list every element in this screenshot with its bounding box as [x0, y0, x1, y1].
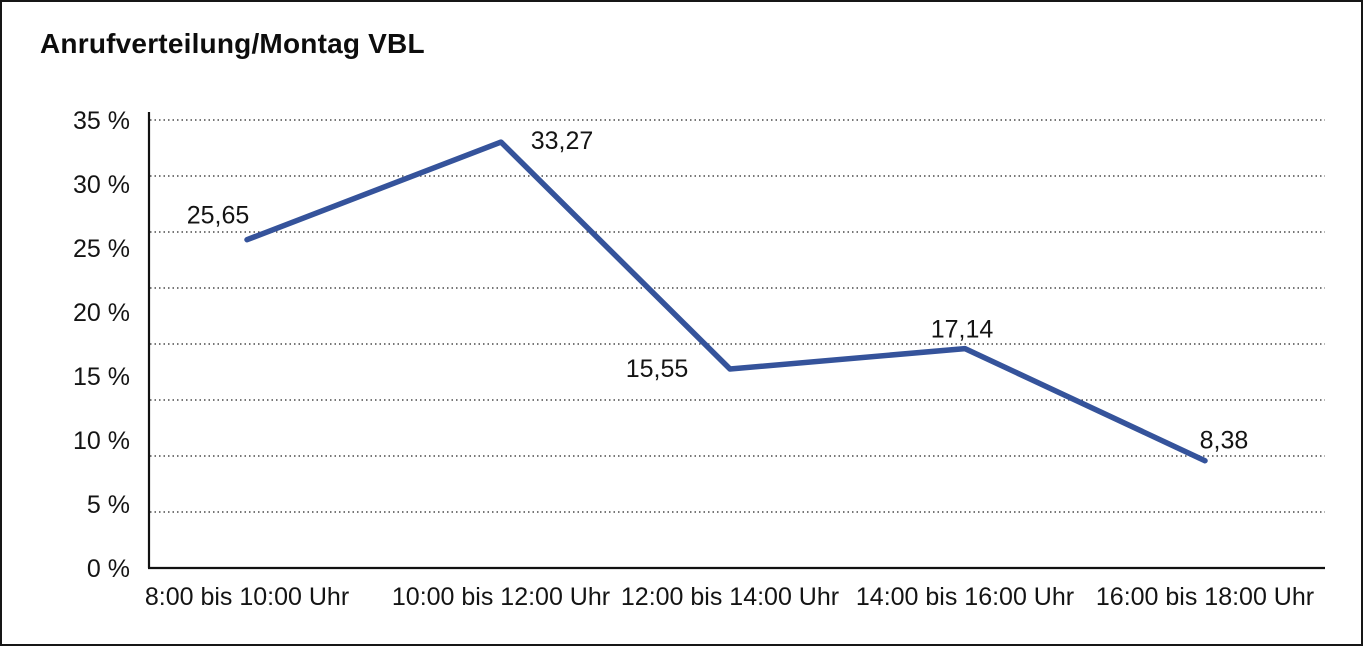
y-axis-tick-label: 15 %: [73, 363, 130, 391]
chart-title: Anrufverteilung/Montag VBL: [40, 28, 425, 59]
x-axis-category-label: 14:00 bis 16:00 Uhr: [856, 583, 1074, 611]
y-axis-tick-label: 30 %: [73, 171, 130, 199]
x-axis-category-label: 12:00 bis 14:00 Uhr: [621, 583, 839, 611]
x-axis-category-labels: 8:00 bis 10:00 Uhr 10:00 bis 12:00 Uhr 12:…: [145, 583, 1314, 611]
x-axis-category-label: 10:00 bis 12:00 Uhr: [392, 583, 610, 611]
data-line: [244, 139, 1208, 464]
y-axis-tick-label: 5 %: [87, 491, 130, 519]
axes: [147, 112, 1325, 570]
data-point-label: 25,65: [187, 202, 250, 230]
y-axis-tick-labels: 35 % 30 % 25 % 20 % 15 % 10 % 5 % 0 %: [73, 107, 130, 583]
y-axis-tick-label: 25 %: [73, 235, 130, 263]
data-point-label: 17,14: [931, 316, 994, 344]
y-axis-tick-label: 35 %: [73, 107, 130, 135]
data-point-label: 15,55: [626, 355, 689, 383]
x-axis-category-label: 16:00 bis 18:00 Uhr: [1096, 583, 1314, 611]
data-point-labels: 25,65 33,27 15,55 17,14 8,38: [187, 127, 1249, 455]
y-axis-tick-label: 10 %: [73, 427, 130, 455]
gridlines: [150, 119, 1325, 513]
x-axis-category-label: 8:00 bis 10:00 Uhr: [145, 583, 349, 611]
data-point-label: 33,27: [531, 127, 594, 155]
y-axis-tick-label: 0 %: [87, 555, 130, 583]
y-axis-tick-label: 20 %: [73, 299, 130, 327]
data-series: [244, 139, 1208, 464]
data-point-label: 8,38: [1200, 427, 1249, 455]
